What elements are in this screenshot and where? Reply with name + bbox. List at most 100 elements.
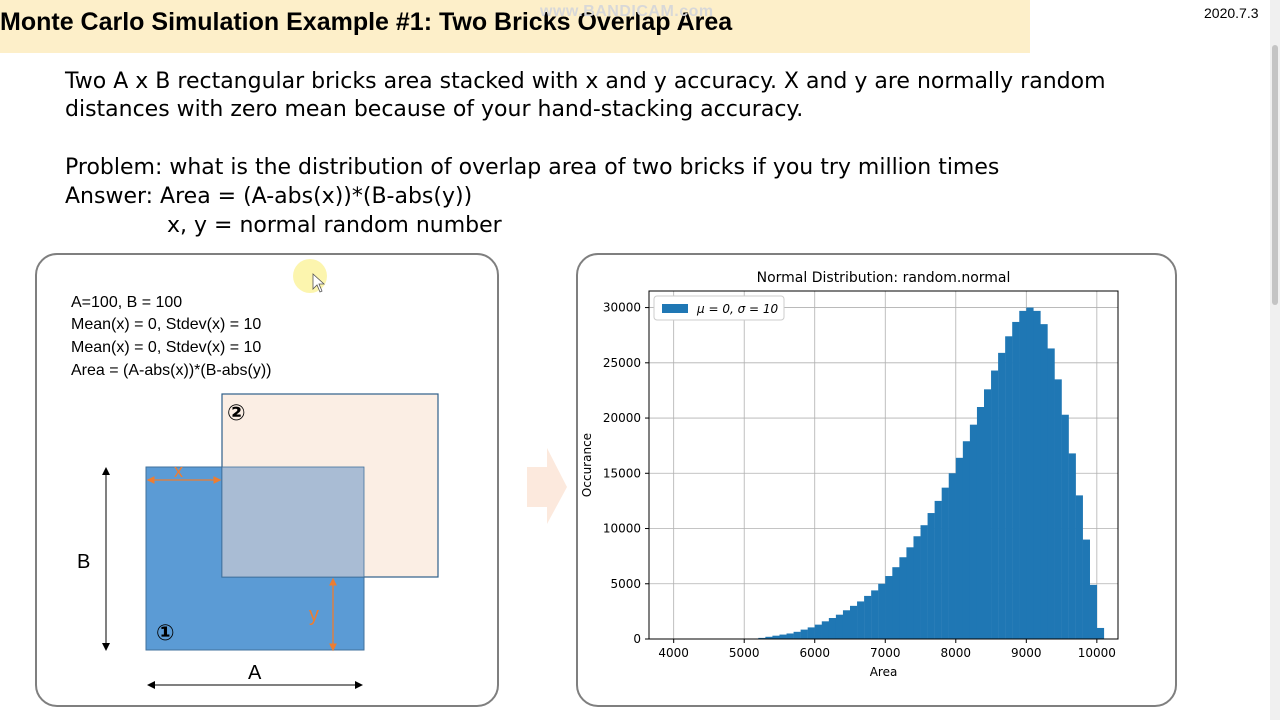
histogram-bar xyxy=(878,583,886,639)
problem-statement: Problem: what is the distribution of ove… xyxy=(65,155,1000,180)
histogram-bar xyxy=(1026,307,1034,639)
histogram-bar xyxy=(984,389,992,639)
chart-title: Normal Distribution: random.normal xyxy=(757,270,1011,286)
param-y: Mean(x) = 0, Stdev(x) = 10 xyxy=(71,339,262,356)
histogram-bar xyxy=(786,633,794,639)
x-tick-label: 9000 xyxy=(1011,646,1042,660)
arrow-right-icon xyxy=(527,448,567,524)
histogram-bar xyxy=(814,624,822,639)
label-b: B xyxy=(77,551,90,573)
x-axis-label: Area xyxy=(870,665,898,679)
histogram-bar xyxy=(1012,321,1020,639)
histogram-bar xyxy=(948,473,956,639)
date-label: 2020.7.3 xyxy=(1204,5,1259,21)
x-tick-label: 5000 xyxy=(729,646,760,660)
histogram-bar xyxy=(821,621,830,639)
legend-label: μ = 0, σ = 10 xyxy=(696,302,779,316)
histogram-bar xyxy=(1040,324,1048,639)
chart-bars xyxy=(758,307,1105,639)
histogram-bar xyxy=(857,601,865,639)
histogram-bar xyxy=(1096,627,1105,639)
scrollbar-thumb[interactable] xyxy=(1272,45,1278,305)
histogram-bar xyxy=(934,500,942,639)
label-x: x xyxy=(174,461,183,481)
plot-frame xyxy=(648,290,1119,640)
histogram-bar xyxy=(969,424,978,639)
histogram-bar xyxy=(1089,584,1098,639)
histogram-bar xyxy=(941,487,949,639)
brick-2-label: ② xyxy=(227,401,246,426)
overlap-area xyxy=(221,466,365,578)
histogram-bar xyxy=(991,370,999,639)
answer-formula: Answer: Area = (A-abs(x))*(B-abs(y)) xyxy=(65,184,473,209)
histogram-bar xyxy=(772,635,780,639)
histogram-bar xyxy=(765,636,773,639)
legend-box xyxy=(653,295,785,321)
label-a: A xyxy=(248,662,262,684)
watermark: www.BANDICAM.com xyxy=(540,3,714,20)
histogram-bar xyxy=(976,407,985,639)
histogram-bar xyxy=(885,576,893,639)
y-tick-label: 5000 xyxy=(610,577,641,591)
y-axis-label: Occurance xyxy=(580,433,594,497)
histogram-bar xyxy=(913,536,921,639)
histogram-bar xyxy=(962,441,971,639)
x-tick-label: 4000 xyxy=(658,646,689,660)
histogram-bar xyxy=(1033,310,1041,639)
chart-ticks: 4000 5000 6000 7000 8000 9000 10000 0 5000 10000 1… xyxy=(603,301,1116,660)
x-tick-label: 6000 xyxy=(799,646,830,660)
description-line-2: distances with zero mean because of your… xyxy=(65,97,804,122)
histogram-bar xyxy=(758,637,766,639)
y-tick-label: 20000 xyxy=(603,411,641,425)
param-dimensions: A=100, B = 100 xyxy=(71,294,183,311)
histogram-bar xyxy=(1082,539,1090,639)
histogram-bar xyxy=(892,567,900,639)
histogram-bar xyxy=(1075,495,1083,639)
histogram-bar xyxy=(828,618,837,639)
param-area-formula: Area = (A-abs(x))*(B-abs(y)) xyxy=(71,362,272,379)
cursor-highlight xyxy=(293,259,327,293)
histogram-bar xyxy=(842,610,851,639)
histogram-bar xyxy=(835,614,844,639)
x-tick-label: 7000 xyxy=(870,646,901,660)
histogram-bar xyxy=(1068,453,1076,639)
histogram-bar xyxy=(998,352,1006,639)
y-tick-label: 15000 xyxy=(603,466,641,480)
title-bar xyxy=(0,0,1030,53)
y-tick-label: 30000 xyxy=(603,301,641,315)
brick-1-label: ① xyxy=(156,621,175,646)
histogram-bar xyxy=(1061,414,1069,639)
histogram-bar xyxy=(927,513,935,639)
legend-swatch xyxy=(662,304,688,313)
y-tick-label: 25000 xyxy=(603,356,641,370)
chart-legend: μ = 0, σ = 10 xyxy=(653,295,785,321)
histogram-bar xyxy=(850,605,858,639)
y-tick-label: 10000 xyxy=(603,522,641,536)
histogram-bar xyxy=(899,557,907,639)
histogram-bar xyxy=(1005,336,1013,639)
scrollbar[interactable] xyxy=(1270,0,1280,720)
param-x: Mean(x) = 0, Stdev(x) = 10 xyxy=(71,316,262,333)
y-tick-label: 0 xyxy=(633,632,641,646)
answer-variables: x, y = normal random number xyxy=(167,213,502,238)
histogram-bar xyxy=(1047,348,1055,639)
x-tick-label: 10000 xyxy=(1078,646,1116,660)
histogram-bar xyxy=(1019,310,1027,639)
histogram-bar xyxy=(906,547,914,639)
histogram-chart: 4000 5000 6000 7000 8000 9000 10000 0 5000 10000 1… xyxy=(580,270,1119,679)
label-y: y xyxy=(309,604,319,626)
histogram-bar xyxy=(800,629,808,639)
histogram-bar xyxy=(920,525,928,639)
description-line-1: Two A x B rectangular bricks area stacke… xyxy=(65,69,1106,94)
histogram-bar xyxy=(871,590,879,639)
histogram-bar xyxy=(955,457,964,639)
histogram-bar xyxy=(1054,379,1062,639)
histogram-bar xyxy=(807,627,815,639)
page-title: Monte Carlo Simulation Example #1: Two B… xyxy=(0,8,733,36)
x-tick-label: 8000 xyxy=(941,646,972,660)
histogram-bar xyxy=(793,631,801,639)
histogram-bar xyxy=(779,634,787,639)
cursor-icon xyxy=(312,273,326,293)
histogram-bar xyxy=(864,595,872,639)
